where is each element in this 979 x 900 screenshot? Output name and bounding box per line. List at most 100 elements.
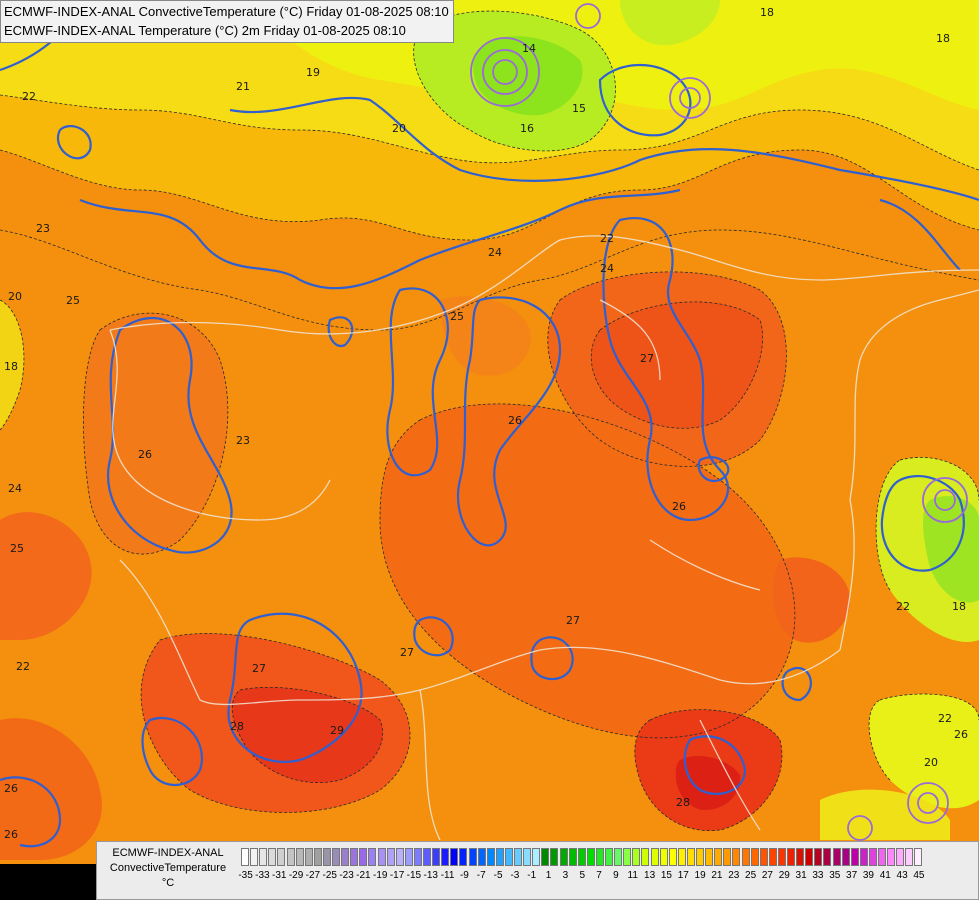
- contour-label: 25: [450, 310, 464, 323]
- legend-swatch: [777, 848, 786, 866]
- legend-swatch: [914, 848, 923, 866]
- temperature-contours: [0, 10, 979, 832]
- legend-swatch: [441, 848, 450, 866]
- legend-swatch: [395, 848, 404, 866]
- legend-swatch: [322, 848, 331, 866]
- country-borders: [109, 235, 979, 841]
- legend-swatch: [304, 848, 313, 866]
- legend-tick-label: -5: [493, 870, 503, 881]
- legend-swatch: [850, 848, 859, 866]
- legend-tick-label: -13: [423, 870, 438, 881]
- legend-tick-label: 17: [677, 870, 689, 881]
- contour-label: 28: [676, 796, 690, 809]
- warm-core-southwest: [0, 718, 102, 860]
- contour-label: 18: [952, 600, 966, 613]
- legend-swatch: [650, 848, 659, 866]
- contour-label: 26: [138, 448, 152, 461]
- contour-label: 20: [8, 290, 22, 303]
- contour-label: 22: [896, 600, 910, 613]
- legend-swatch: [268, 848, 277, 866]
- hot-core-south: [232, 687, 383, 783]
- legend-tick-label: -25: [322, 870, 337, 881]
- legend-tick-label: -11: [440, 870, 455, 881]
- legend-swatch: [577, 848, 586, 866]
- legend-swatch: [859, 848, 868, 866]
- legend-swatch: [586, 848, 595, 866]
- legend-swatch: [477, 848, 486, 866]
- legend-swatch: [432, 848, 441, 866]
- legend-tick-label: 5: [579, 870, 586, 881]
- legend-tick-label: 11: [627, 870, 638, 881]
- legend-swatch: [732, 848, 741, 866]
- legend-swatch: [896, 848, 905, 866]
- legend-title: ECMWF-INDEX-ANAL ConvectiveTemperature °…: [97, 846, 239, 891]
- legend-swatch: [423, 848, 431, 866]
- legend-swatch: [632, 848, 641, 866]
- contour-label: 21: [236, 80, 250, 93]
- legend-tick-label: 3: [562, 870, 569, 881]
- legend-swatch: [459, 848, 468, 866]
- legend-swatch: [359, 848, 368, 866]
- legend-swatch: [532, 848, 541, 866]
- legend-tick-label: 25: [745, 870, 757, 881]
- legend-swatch: [705, 848, 714, 866]
- warm-core-central: [380, 403, 795, 738]
- legend-swatch: [277, 848, 286, 866]
- legend-swatch: [668, 848, 677, 866]
- legend-swatch: [623, 848, 632, 866]
- contour-label: 25: [10, 542, 24, 555]
- contour-label: 20: [392, 122, 406, 135]
- legend-swatch: [286, 848, 295, 866]
- legend-tick-label: -31: [271, 870, 287, 881]
- contour-label: 26: [672, 500, 686, 513]
- contour-label: 26: [954, 728, 968, 741]
- contour-labels: 22 23 25 24 22 24 26 25 27 26 27 28 29 2…: [4, 6, 968, 841]
- legend-swatch: [614, 848, 623, 866]
- contour-label: 28: [230, 720, 244, 733]
- title-line-temperature: ECMWF-INDEX-ANAL Temperature (°C) 2m Fri…: [4, 23, 406, 38]
- contour-label: 18: [4, 360, 18, 373]
- legend-swatch: [741, 848, 750, 866]
- legend-swatch: [341, 848, 350, 866]
- contour-label: 24: [488, 246, 502, 259]
- legend-tick-label: -27: [305, 870, 321, 881]
- legend-swatch: [723, 848, 732, 866]
- legend-tick-label: 15: [660, 870, 672, 881]
- legend-tick-label: 33: [812, 870, 824, 881]
- legend-tick-label: -3: [510, 870, 520, 881]
- legend-tick-label: 45: [913, 870, 925, 881]
- legend-tick-label: 27: [761, 870, 773, 881]
- west-cool-edge: [0, 300, 24, 430]
- southeast-cool-spot: [869, 694, 979, 809]
- legend-swatch: [641, 848, 650, 866]
- contour-label: 22: [600, 232, 614, 245]
- hot-max-southeast: [675, 755, 741, 810]
- contour-label: 24: [8, 482, 22, 495]
- legend-swatch: [768, 848, 777, 866]
- legend-swatch: [832, 848, 841, 866]
- contour-label: 29: [330, 724, 344, 737]
- legend-tick-label: 1: [545, 870, 552, 881]
- legend-swatch: [696, 848, 704, 866]
- contour-label: 26: [4, 828, 18, 841]
- contour-label: 14: [522, 42, 536, 55]
- contour-label: 26: [4, 782, 18, 795]
- low-centers: [470, 3, 968, 841]
- legend-swatch: [605, 848, 613, 866]
- legend-swatch: [814, 848, 823, 866]
- contour-label: 22: [16, 660, 30, 673]
- legend-swatch: [313, 848, 322, 866]
- legend-tick-label: 35: [829, 870, 841, 881]
- legend-swatch: [523, 848, 532, 866]
- legend-swatch: [550, 848, 559, 866]
- legend-tick-label: 39: [862, 870, 874, 881]
- legend-tick-label: -29: [288, 870, 304, 881]
- contour-label: 25: [66, 294, 80, 307]
- legend-swatch: [450, 848, 459, 866]
- contour-label: 23: [236, 434, 250, 447]
- contour-label: 27: [400, 646, 414, 659]
- legend-unit: °C: [161, 877, 175, 889]
- legend-tick-label: 23: [728, 870, 740, 881]
- legend-swatch: [759, 848, 768, 866]
- legend-swatch: [714, 848, 723, 866]
